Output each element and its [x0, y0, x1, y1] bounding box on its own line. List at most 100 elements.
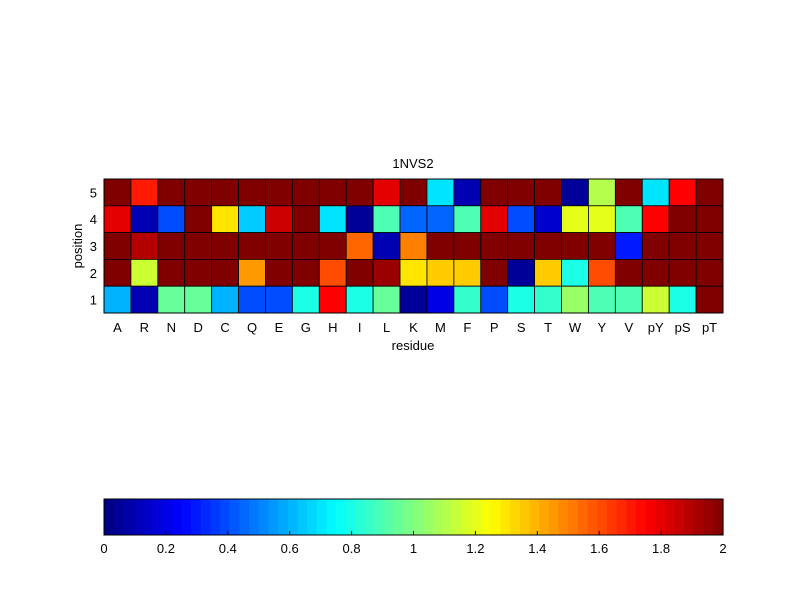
- x-tick-label: H: [328, 320, 337, 335]
- heatmap-cell: [641, 285, 670, 314]
- heatmap-cell: [318, 232, 347, 260]
- colorbar-step: [326, 499, 337, 535]
- heatmap-cell: [399, 258, 428, 287]
- colorbar-step: [365, 499, 376, 535]
- heatmap-cell: [103, 178, 132, 207]
- colorbar-step: [220, 499, 231, 535]
- heatmap-cell: [668, 178, 697, 207]
- heatmap-cell: [534, 178, 562, 207]
- x-tick-label: W: [569, 320, 582, 335]
- x-tick-label: pT: [702, 320, 717, 335]
- heatmap-cell: [534, 258, 562, 287]
- heatmap-cell: [291, 285, 320, 314]
- colorbar-step: [307, 499, 318, 535]
- heatmap-cell: [480, 205, 509, 234]
- colorbar-step: [210, 499, 221, 535]
- heatmap-cell: [265, 232, 293, 260]
- y-tick-label: 5: [90, 185, 97, 200]
- colorbar-step: [287, 499, 299, 535]
- heatmap-cell: [507, 258, 536, 287]
- heatmap-cell: [265, 205, 293, 234]
- colorbar-step: [481, 499, 492, 535]
- colorbar-step: [278, 499, 289, 535]
- heatmap-cell: [453, 232, 482, 260]
- colorbar-step: [413, 499, 424, 535]
- heatmap-cell: [211, 285, 239, 314]
- y-tick-label: 2: [90, 266, 97, 281]
- heatmap-cell: [641, 178, 670, 207]
- heatmap-cell: [184, 258, 213, 287]
- x-tick-label: M: [435, 320, 446, 335]
- colorbar-tick-label: 0.6: [281, 541, 299, 556]
- heatmap-cell: [453, 285, 482, 314]
- heatmap-cell: [238, 232, 266, 260]
- heatmap-cell: [157, 232, 186, 260]
- heatmap-cell: [507, 178, 536, 207]
- heatmap-cell: [184, 205, 213, 234]
- colorbar-step: [461, 499, 473, 535]
- colorbar-step: [104, 499, 115, 535]
- heatmap-cell: [265, 258, 293, 287]
- colorbar-step: [471, 499, 482, 535]
- heatmap-cell: [453, 258, 482, 287]
- heatmap-cell: [399, 232, 428, 260]
- heatmap-cell: [614, 285, 643, 314]
- heatmap-cell: [372, 232, 401, 260]
- colorbar-step: [423, 499, 434, 535]
- x-tick-label: pS: [675, 320, 691, 335]
- heatmap-cell: [507, 205, 536, 234]
- x-tick-label: S: [517, 320, 526, 335]
- heatmap-cell: [157, 178, 186, 207]
- heatmap-cell: [103, 232, 132, 260]
- colorbar-step: [616, 499, 627, 535]
- heatmap-cell: [184, 178, 213, 207]
- x-tick-label: V: [624, 320, 633, 335]
- colorbar-step: [606, 499, 618, 535]
- heatmap-cell: [614, 258, 643, 287]
- colorbar-step: [384, 499, 395, 535]
- colorbar-step: [674, 499, 685, 535]
- colorbar-step: [548, 499, 560, 535]
- heatmap-axes-box: [103, 178, 724, 314]
- colorbar-tick-label: 1.4: [528, 541, 546, 556]
- heatmap-cell: [291, 178, 320, 207]
- heatmap-cell: [695, 258, 724, 287]
- heatmap-cell: [588, 205, 616, 234]
- heatmap-cell: [345, 285, 374, 314]
- colorbar-tick-label: 1.2: [466, 541, 484, 556]
- x-tick-label: pY: [648, 320, 664, 335]
- heatmap-cell: [588, 232, 616, 260]
- colorbar-step: [655, 499, 666, 535]
- colorbar-step: [500, 499, 511, 535]
- colorbar-step: [587, 499, 598, 535]
- heatmap-cell: [211, 232, 239, 260]
- colorbar-step: [490, 499, 502, 535]
- colorbar-tick-label: 0.4: [219, 541, 237, 556]
- heatmap-cell: [695, 232, 724, 260]
- heatmap-cell: [507, 232, 536, 260]
- heatmap-cell: [130, 232, 159, 260]
- heatmap-cell: [318, 258, 347, 287]
- colorbar-step: [268, 499, 279, 535]
- colorbar-step: [171, 499, 182, 535]
- heatmap-cell: [588, 285, 616, 314]
- colorbar-step: [597, 499, 608, 535]
- colorbar-step: [355, 499, 366, 535]
- colorbar-step: [645, 499, 656, 535]
- heatmap-cell: [318, 205, 347, 234]
- heatmap-cell: [345, 258, 374, 287]
- heatmap-cell: [426, 205, 455, 234]
- colorbar: [104, 499, 724, 535]
- heatmap-cell: [668, 232, 697, 260]
- heatmap-cell: [561, 258, 589, 287]
- y-tick-label: 1: [90, 293, 97, 308]
- heatmap-cell: [103, 285, 132, 314]
- heatmap-cell: [318, 285, 347, 314]
- colorbar-step: [297, 499, 308, 535]
- heatmap-cell: [641, 205, 670, 234]
- y-tick-label: 3: [90, 239, 97, 254]
- heatmap-cell: [399, 178, 428, 207]
- heatmap-cell: [184, 285, 213, 314]
- y-tick-labels: 5 4 3 2 1: [90, 185, 97, 307]
- heatmap-cell: [695, 205, 724, 234]
